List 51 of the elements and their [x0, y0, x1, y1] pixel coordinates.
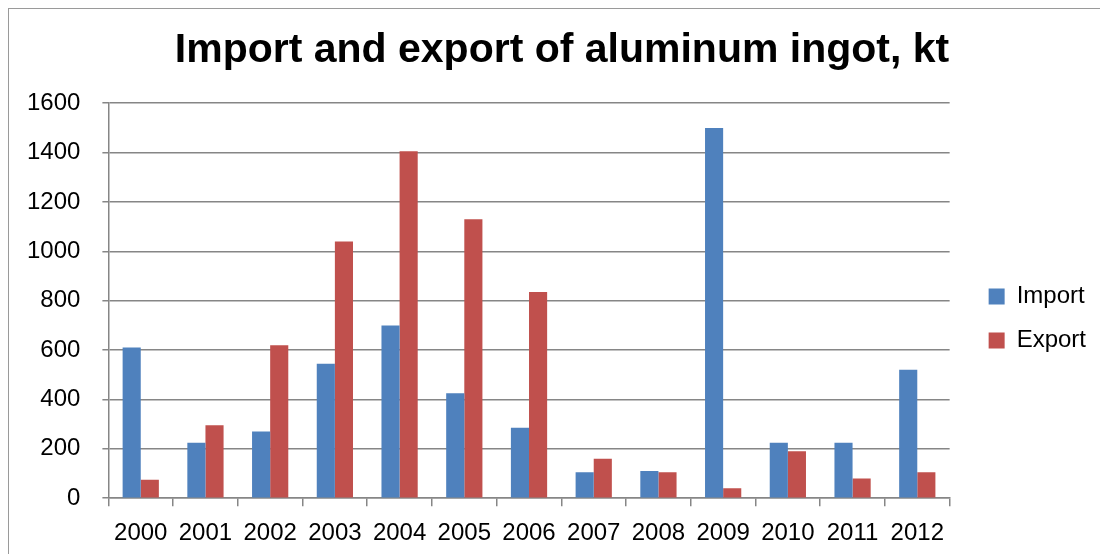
bar [446, 393, 465, 498]
x-tick-label: 2000 [114, 518, 168, 546]
y-tick-label: 800 [40, 285, 81, 313]
x-tick-label: 2006 [502, 518, 556, 546]
bar [640, 471, 659, 498]
bar [852, 478, 871, 498]
x-tick-label: 2002 [243, 518, 297, 546]
chart-title: Import and export of aluminum ingot, kt [174, 24, 950, 71]
bar [381, 325, 400, 498]
x-tick-label: 2007 [567, 518, 621, 546]
x-tick-label: 2001 [178, 518, 233, 546]
y-tick-label: 0 [67, 482, 81, 510]
bar [723, 488, 742, 498]
x-tick-label: 2009 [696, 518, 750, 546]
x-tick-label: 2012 [890, 518, 944, 546]
y-tick-label: 200 [40, 433, 81, 461]
bar [593, 458, 612, 498]
y-tick-label: 600 [40, 334, 81, 362]
bar [658, 472, 677, 498]
x-tick-label: 2010 [761, 518, 815, 546]
bar [769, 442, 788, 498]
x-tick-label: 2004 [372, 518, 427, 546]
legend-label: Export [1016, 325, 1087, 353]
bar [834, 442, 853, 498]
legend-label: Import [1016, 281, 1085, 309]
y-tick-label: 1600 [27, 87, 81, 115]
bar [529, 292, 548, 498]
y-tick-label: 1400 [27, 137, 81, 165]
x-tick-label: 2008 [631, 518, 686, 546]
bar [187, 442, 206, 498]
bar [917, 472, 936, 498]
x-tick-label: 2011 [826, 518, 879, 546]
bar [575, 472, 594, 498]
y-tick-label: 400 [40, 384, 81, 412]
bar [334, 241, 353, 498]
bar [787, 451, 806, 498]
bar [464, 219, 483, 498]
bar [140, 479, 159, 498]
bar [205, 425, 224, 498]
bar [399, 151, 418, 498]
bar [316, 363, 335, 498]
bar [510, 427, 530, 498]
bar [899, 369, 918, 498]
x-tick-label: 2005 [437, 518, 491, 546]
x-tick-label: 2003 [308, 518, 362, 546]
bar [270, 345, 289, 498]
y-tick-label: 1200 [27, 186, 81, 214]
y-tick-label: 1000 [27, 235, 81, 263]
bar [252, 431, 271, 498]
bar [705, 127, 724, 498]
bar [122, 347, 141, 498]
